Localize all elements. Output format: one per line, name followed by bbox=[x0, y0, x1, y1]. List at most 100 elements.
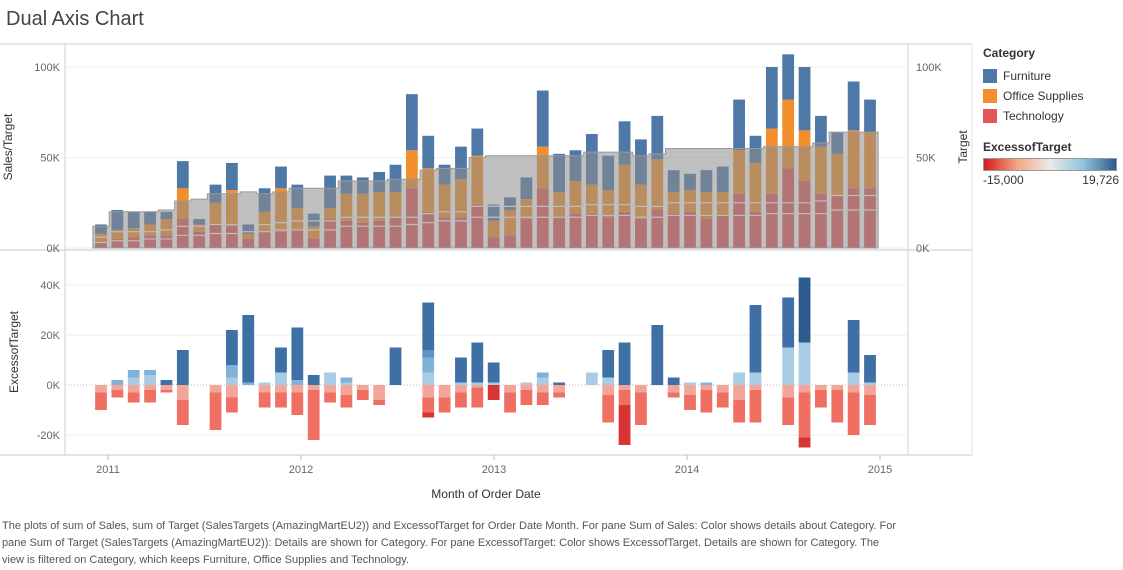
excess-bar-negative[interactable] bbox=[95, 385, 107, 393]
excess-bar-negative[interactable] bbox=[667, 385, 680, 393]
excess-bar-negative[interactable] bbox=[209, 385, 222, 393]
excess-bar-negative[interactable] bbox=[684, 385, 696, 395]
excess-bar-negative[interactable] bbox=[536, 392, 549, 406]
excess-bar-negative[interactable] bbox=[733, 400, 745, 423]
excess-bar-negative[interactable] bbox=[749, 385, 762, 390]
excess-bar-negative[interactable] bbox=[618, 385, 631, 390]
excess-bar-positive[interactable] bbox=[749, 372, 762, 386]
sales-bar-furniture[interactable] bbox=[405, 94, 418, 151]
excess-bar-negative[interactable] bbox=[716, 385, 729, 393]
excess-bar-positive[interactable] bbox=[291, 380, 304, 385]
excess-bar-negative[interactable] bbox=[291, 385, 304, 393]
excess-bar-negative[interactable] bbox=[275, 392, 287, 408]
legend-item-furniture[interactable]: Furniture bbox=[983, 66, 1123, 86]
excess-bar-positive[interactable] bbox=[847, 372, 860, 386]
excess-bar-negative[interactable] bbox=[422, 412, 435, 418]
excess-bar-negative[interactable] bbox=[422, 397, 435, 413]
sales-bar-furniture[interactable] bbox=[815, 115, 827, 147]
excess-bar-negative[interactable] bbox=[422, 385, 435, 398]
excess-bar-negative[interactable] bbox=[127, 392, 140, 403]
excess-bar-negative[interactable] bbox=[307, 385, 320, 390]
excess-bar-negative[interactable] bbox=[373, 385, 386, 400]
excess-bar-positive[interactable] bbox=[536, 372, 549, 378]
excess-bar-negative[interactable] bbox=[144, 385, 156, 390]
excess-bar-positive[interactable] bbox=[782, 297, 795, 348]
excess-bar-negative[interactable] bbox=[487, 385, 500, 400]
excess-bar-negative[interactable] bbox=[95, 392, 107, 411]
excess-bar-negative[interactable] bbox=[684, 395, 696, 410]
excess-bar-negative[interactable] bbox=[340, 385, 353, 395]
excess-bar-positive[interactable] bbox=[176, 350, 189, 385]
excess-bar-positive[interactable] bbox=[847, 320, 860, 373]
sales-bar-furniture[interactable] bbox=[536, 90, 549, 147]
excess-bar-positive[interactable] bbox=[798, 277, 811, 343]
sales-bar-furniture[interactable] bbox=[471, 128, 484, 156]
excess-bar-positive[interactable] bbox=[242, 315, 255, 383]
legend-item-technology[interactable]: Technology bbox=[983, 106, 1123, 126]
excess-bar-negative[interactable] bbox=[324, 392, 336, 403]
excess-bar-negative[interactable] bbox=[847, 392, 860, 436]
excess-bar-negative[interactable] bbox=[635, 385, 647, 393]
excess-bar-negative[interactable] bbox=[635, 392, 647, 426]
sales-bar-furniture[interactable] bbox=[226, 162, 238, 191]
excess-bar-negative[interactable] bbox=[340, 395, 353, 408]
excess-bar-positive[interactable] bbox=[422, 357, 435, 373]
excess-bar-positive[interactable] bbox=[618, 342, 631, 386]
excess-bar-positive[interactable] bbox=[520, 382, 533, 386]
excess-bar-positive[interactable] bbox=[602, 350, 615, 378]
excess-bar-positive[interactable] bbox=[651, 325, 664, 385]
excess-bar-negative[interactable] bbox=[520, 390, 533, 405]
excess-bar-negative[interactable] bbox=[733, 385, 745, 400]
excess-bar-negative[interactable] bbox=[602, 395, 615, 423]
excess-bar-negative[interactable] bbox=[798, 385, 811, 393]
excess-bar-negative[interactable] bbox=[160, 390, 173, 393]
sales-bar-furniture[interactable] bbox=[389, 164, 402, 192]
excess-bar-positive[interactable] bbox=[536, 377, 549, 386]
excess-bar-negative[interactable] bbox=[307, 390, 320, 440]
excess-bar-negative[interactable] bbox=[144, 390, 156, 403]
excess-bar-positive[interactable] bbox=[667, 377, 680, 386]
excess-bar-positive[interactable] bbox=[258, 382, 271, 386]
excess-bar-negative[interactable] bbox=[700, 385, 713, 390]
excess-bar-negative[interactable] bbox=[160, 385, 173, 390]
excess-bar-negative[interactable] bbox=[127, 385, 140, 393]
excess-bar-negative[interactable] bbox=[504, 392, 516, 413]
excess-bar-negative[interactable] bbox=[176, 400, 189, 425]
excess-bar-negative[interactable] bbox=[258, 392, 271, 408]
excess-bar-negative[interactable] bbox=[864, 385, 876, 395]
excess-bar-positive[interactable] bbox=[307, 375, 320, 385]
excess-bar-positive[interactable] bbox=[487, 362, 500, 383]
excess-bar-positive[interactable] bbox=[700, 382, 713, 386]
excess-bar-negative[interactable] bbox=[176, 385, 189, 400]
excess-bar-positive[interactable] bbox=[127, 370, 140, 378]
excess-bar-negative[interactable] bbox=[553, 385, 566, 393]
excess-bar-negative[interactable] bbox=[831, 385, 844, 390]
excess-bar-negative[interactable] bbox=[667, 392, 680, 398]
excess-bar-negative[interactable] bbox=[111, 390, 124, 398]
excess-bar-positive[interactable] bbox=[798, 342, 811, 386]
excess-bar-positive[interactable] bbox=[455, 357, 467, 383]
sales-bar-furniture[interactable] bbox=[765, 67, 778, 129]
excess-bar-positive[interactable] bbox=[684, 382, 696, 386]
excess-bar-positive[interactable] bbox=[782, 347, 795, 386]
excess-bar-positive[interactable] bbox=[602, 377, 615, 386]
sales-bar-furniture[interactable] bbox=[847, 81, 860, 131]
excess-bar-positive[interactable] bbox=[111, 380, 124, 385]
excess-bar-positive[interactable] bbox=[471, 342, 484, 383]
excess-bar-negative[interactable] bbox=[111, 385, 124, 390]
excess-bar-negative[interactable] bbox=[782, 385, 795, 398]
sales-bar-furniture[interactable] bbox=[782, 54, 795, 100]
excess-bar-positive[interactable] bbox=[242, 382, 255, 386]
excess-bar-negative[interactable] bbox=[356, 385, 369, 390]
excess-bar-positive[interactable] bbox=[864, 382, 876, 386]
excess-bar-negative[interactable] bbox=[275, 385, 287, 393]
excess-bar-negative[interactable] bbox=[815, 390, 827, 408]
excess-bar-positive[interactable] bbox=[226, 365, 238, 378]
colorscale-bar[interactable] bbox=[983, 158, 1117, 171]
excess-bar-negative[interactable] bbox=[749, 390, 762, 423]
excess-bar-negative[interactable] bbox=[716, 392, 729, 408]
excess-bar-negative[interactable] bbox=[471, 385, 484, 388]
excess-bar-positive[interactable] bbox=[422, 372, 435, 386]
excess-bar-negative[interactable] bbox=[455, 392, 467, 408]
excess-bar-negative[interactable] bbox=[438, 397, 451, 413]
